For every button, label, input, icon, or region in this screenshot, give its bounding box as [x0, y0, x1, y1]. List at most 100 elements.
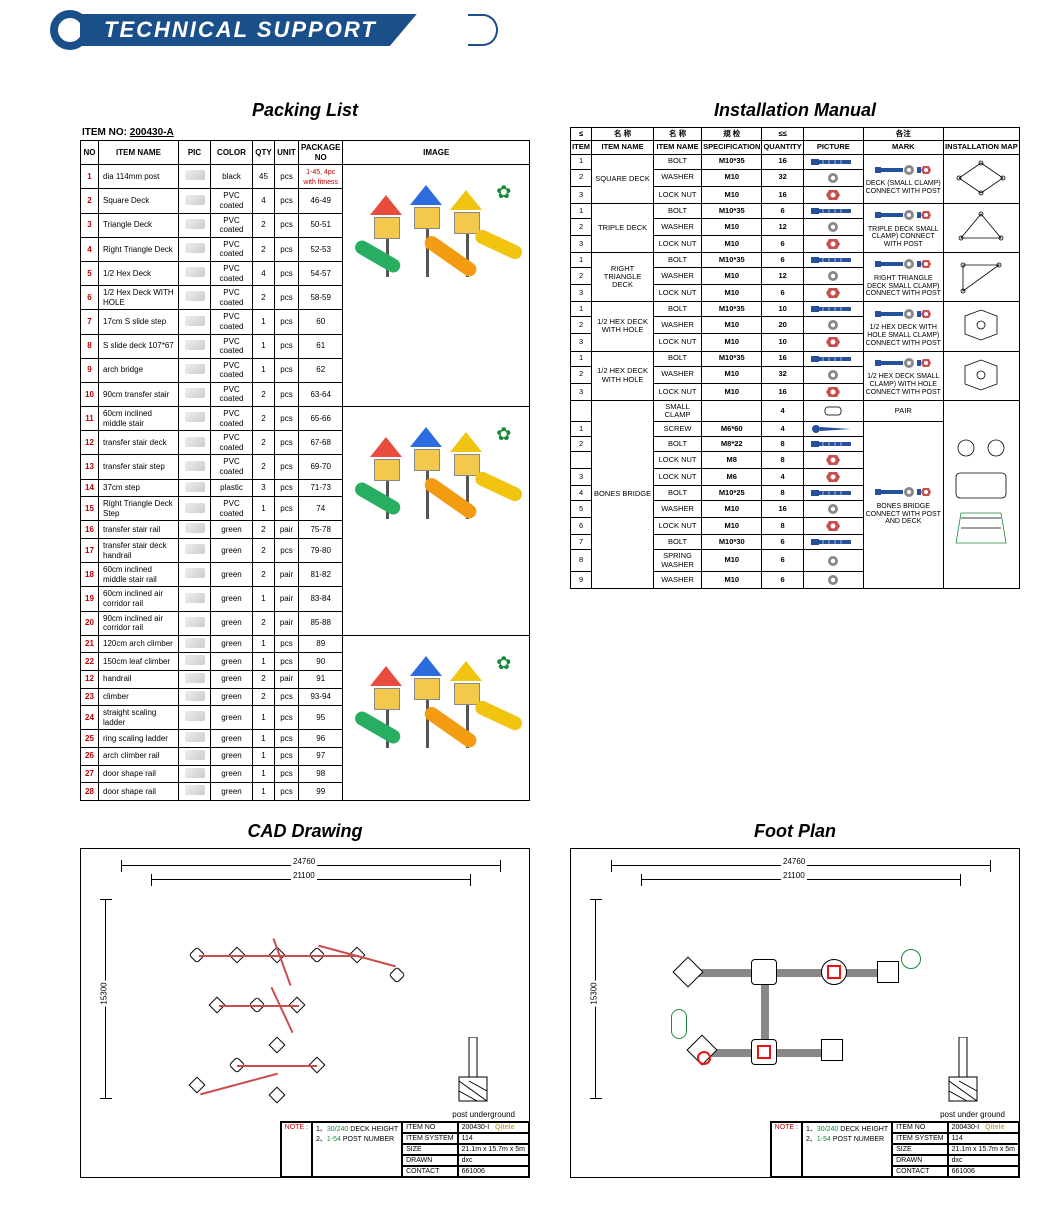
row-mark: 1/2 HEX DECK SMALL CLAMP) WITH HOLE CONN… — [863, 351, 943, 400]
row-name: Triangle Deck — [99, 213, 179, 237]
row-spec: M10 — [702, 383, 762, 400]
row-i: 3 — [571, 469, 592, 486]
pic-thumb-icon — [185, 291, 205, 301]
row-spec: M10 — [702, 218, 762, 235]
row-pkg: 62 — [299, 358, 343, 382]
row-qty: 1 — [253, 653, 275, 671]
row-qty: 2 — [253, 286, 275, 310]
row-color: green — [211, 539, 253, 563]
row-item: WASHER — [654, 169, 702, 186]
row-qty: 6 — [762, 253, 803, 268]
pic-thumb-icon — [185, 673, 205, 683]
group-name: 1/2 HEX DECK WITH HOLE — [592, 351, 654, 400]
washer-icon — [826, 221, 840, 233]
row-unit: pcs — [275, 261, 299, 285]
row-mark: TRIPLE DECK SMALL CLAMP) CONNECT WITH PO… — [863, 203, 943, 252]
row-no: 27 — [81, 765, 99, 783]
assembly-icon — [875, 256, 931, 272]
row-pic — [803, 437, 863, 452]
row-pkg: 85-88 — [299, 611, 343, 635]
row-i: 1 — [571, 154, 592, 169]
group-name: BONES BRIDGE — [592, 400, 654, 588]
row-color: green — [211, 611, 253, 635]
assembly-icon — [875, 162, 931, 178]
row-item: LOCK NUT — [654, 469, 702, 486]
foot-title: Foot Plan — [570, 821, 1020, 842]
row-qty: 12 — [762, 268, 803, 285]
row-no: 1 — [81, 165, 99, 189]
h8 — [943, 128, 1019, 141]
washer-icon — [826, 270, 840, 282]
row-pkg: 71-73 — [299, 479, 343, 497]
row-qty: 10 — [762, 302, 803, 317]
h2e: ITEM NAME — [592, 141, 654, 154]
foot-drawing: 24760 21100 15300 — [570, 848, 1020, 1178]
row-item: SPRING WASHER — [654, 550, 702, 572]
col-item-name: ITEM NAME — [99, 141, 179, 165]
bolt-icon — [811, 537, 855, 547]
row-pic — [179, 261, 211, 285]
row-pic — [803, 400, 863, 422]
row-color: green — [211, 521, 253, 539]
bolt-icon — [811, 304, 855, 314]
row-name: Square Deck — [99, 189, 179, 213]
row-color: green — [211, 730, 253, 748]
playground-illustration: ✿ — [356, 648, 516, 758]
row-item: BOLT — [654, 302, 702, 317]
row-color: PVC coated — [211, 237, 253, 261]
row-pic — [179, 213, 211, 237]
h6e: PICTURE — [803, 141, 863, 154]
row-color: PVC coated — [211, 286, 253, 310]
row-item: LOCK NUT — [654, 334, 702, 351]
pic-thumb-icon — [185, 195, 205, 205]
cad-link — [200, 1072, 278, 1095]
row-pkg: 83-84 — [299, 587, 343, 611]
foot-accent-icon — [697, 1051, 711, 1065]
map-icon — [953, 354, 1009, 396]
row-no: 26 — [81, 747, 99, 765]
dim-w: 24760 — [291, 857, 317, 866]
washer-icon — [826, 319, 840, 331]
row-color: PVC coated — [211, 407, 253, 431]
foot-green-icon — [671, 1009, 687, 1039]
content-grid: Packing List ITEM NO: 200430-A NO ITEM N… — [0, 100, 1060, 1218]
row-pic — [803, 186, 863, 203]
row-no: 19 — [81, 587, 99, 611]
dim-h-v: 15300 — [590, 980, 599, 1006]
row-pic — [179, 539, 211, 563]
row-unit: pcs — [275, 189, 299, 213]
row-unit: pcs — [275, 706, 299, 730]
row-i — [571, 452, 592, 469]
bolt-icon — [811, 439, 855, 449]
row-color: green — [211, 688, 253, 706]
row-no: 5 — [81, 261, 99, 285]
bolt-icon — [811, 157, 855, 167]
map-icon — [953, 255, 1009, 297]
row-map — [943, 400, 1019, 588]
row-qty: 4 — [762, 422, 803, 437]
row-pkg: 65-66 — [299, 407, 343, 431]
pic-thumb-icon — [185, 412, 205, 422]
pair-label: PAIR — [863, 400, 943, 422]
packing-list-panel: Packing List ITEM NO: 200430-A NO ITEM N… — [80, 100, 530, 801]
bolt-icon — [811, 206, 855, 216]
row-pic — [803, 383, 863, 400]
row-mark: BONES BRIDGE CONNECT WITH POST AND DECK — [863, 422, 943, 589]
row-spec — [702, 400, 762, 422]
row-color: green — [211, 587, 253, 611]
cad-node — [189, 1076, 206, 1093]
row-qty: 1 — [253, 706, 275, 730]
row-item: LOCK NUT — [654, 285, 702, 302]
install-row: 11/2 HEX DECK WITH HOLEBOLTM10*3510 1/2 … — [571, 302, 1020, 317]
row-color: green — [211, 563, 253, 587]
row-name: 1/2 Hex Deck — [99, 261, 179, 285]
row-qty: 1 — [253, 358, 275, 382]
row-color: PVC coated — [211, 382, 253, 406]
row-spec: M10 — [702, 518, 762, 535]
row-pkg: 97 — [299, 747, 343, 765]
h2: 名 称 — [592, 128, 654, 141]
packing-table: NO ITEM NAME PIC COLOR QTY UNIT PACKAGE … — [80, 140, 530, 801]
map-icon — [953, 206, 1009, 248]
row-unit: pcs — [275, 635, 299, 653]
playground-illustration: ✿ — [356, 177, 516, 287]
